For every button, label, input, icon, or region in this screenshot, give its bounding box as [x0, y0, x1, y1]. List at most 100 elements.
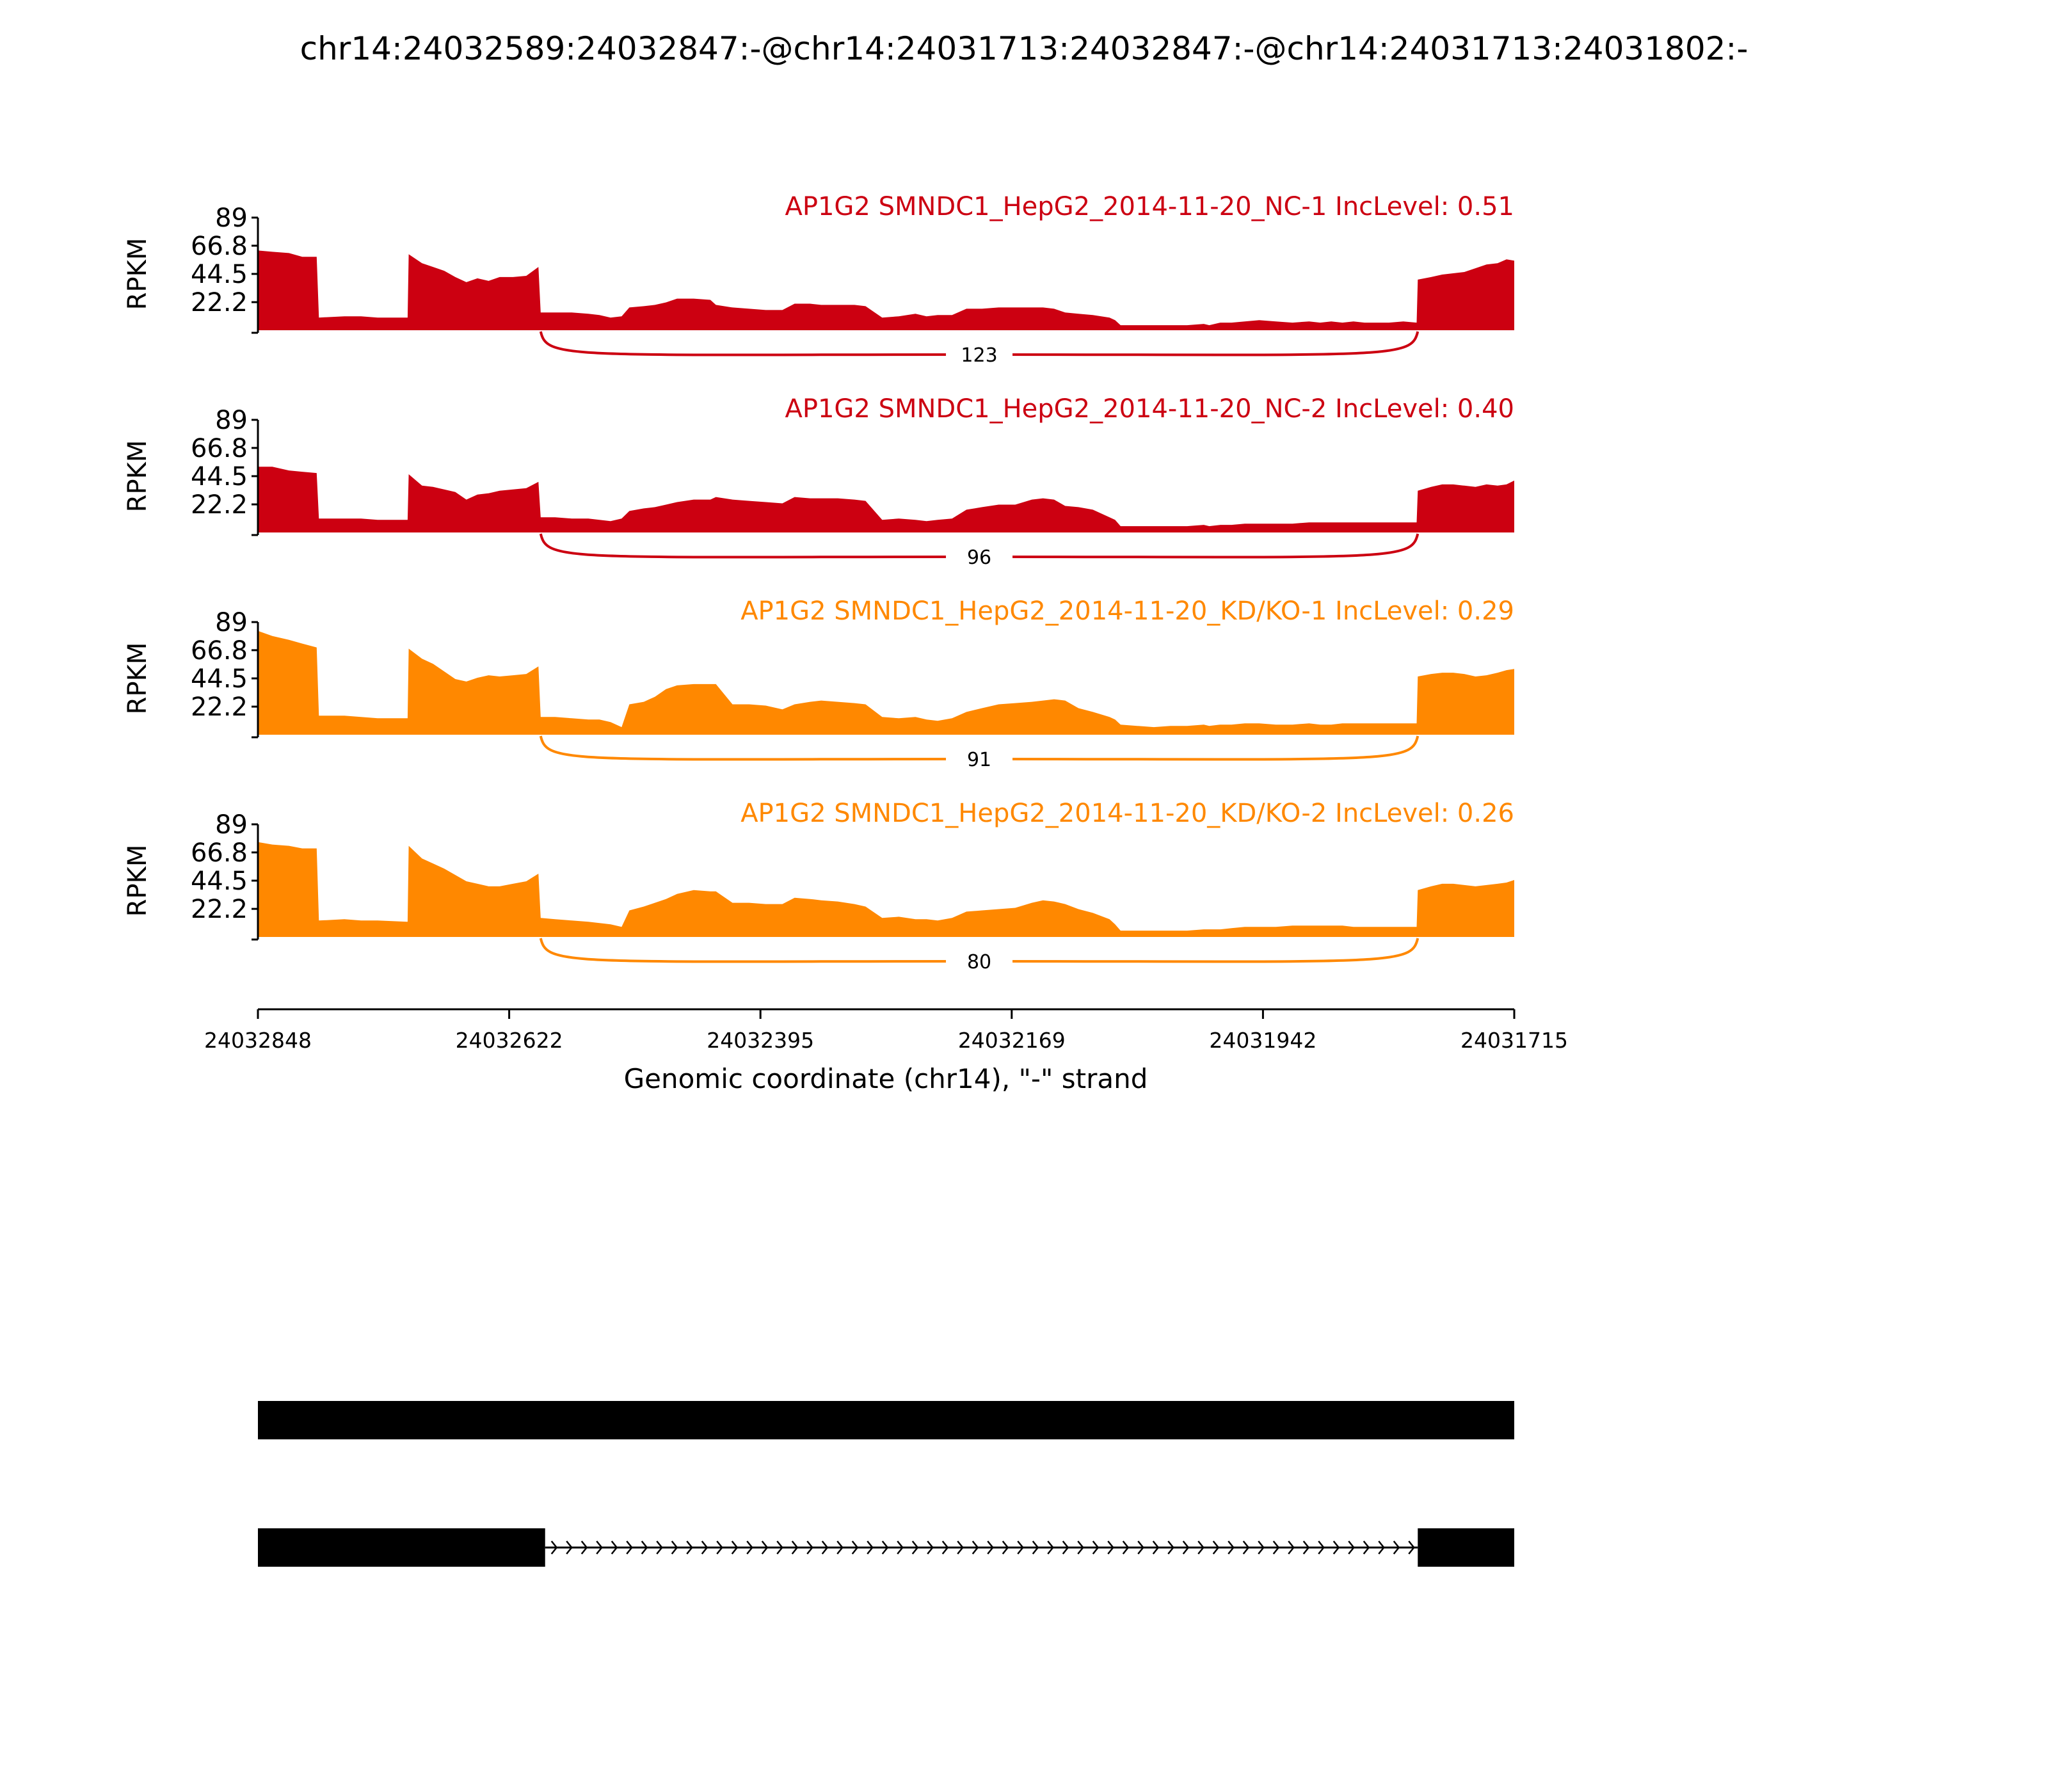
- junction-count-box: [946, 342, 1013, 367]
- y-tick-label: 66.8: [191, 838, 248, 868]
- strand-arrow: [596, 1540, 603, 1555]
- strand-arrow: [701, 1540, 708, 1555]
- x-axis-label: Genomic coordinate (chr14), "-" strand: [624, 1063, 1148, 1094]
- coverage-area: [258, 630, 1514, 735]
- strand-arrow: [656, 1540, 663, 1555]
- junction-count-box: [946, 746, 1013, 772]
- exon-block: [1418, 1528, 1514, 1567]
- strand-arrow: [1047, 1540, 1054, 1555]
- strand-arrow: [1122, 1540, 1130, 1555]
- y-axis-label: RPKM: [123, 845, 152, 917]
- y-tick-label: 66.8: [191, 636, 248, 666]
- strand-arrow: [1197, 1540, 1204, 1555]
- strand-arrow: [1332, 1540, 1340, 1555]
- junction-count: 123: [961, 344, 997, 367]
- strand-arrow: [686, 1540, 693, 1555]
- coverage-track: 22.244.566.889 RPKM AP1G2 SMNDC1_HepG2_201…: [123, 192, 1514, 367]
- strand-arrow: [716, 1540, 723, 1555]
- plot-title: chr14:24032589:24032847:-@chr14:24031713…: [300, 30, 1748, 67]
- strand-arrow: [580, 1540, 588, 1555]
- strand-arrow: [1107, 1540, 1114, 1555]
- strand-arrow: [1348, 1540, 1355, 1555]
- strand-arrow: [1302, 1540, 1310, 1555]
- strand-arrow: [806, 1540, 813, 1555]
- strand-arrow: [791, 1540, 799, 1555]
- strand-arrow: [1152, 1540, 1160, 1555]
- strand-arrow: [836, 1540, 844, 1555]
- y-tick-label: 44.5: [191, 867, 248, 896]
- exon-block: [258, 1528, 545, 1567]
- strand-arrow: [1002, 1540, 1009, 1555]
- strand-arrow: [941, 1540, 949, 1555]
- y-tick-label: 22.2: [191, 490, 248, 520]
- strand-arrow: [1242, 1540, 1250, 1555]
- x-tick-label: 24032169: [958, 1028, 1066, 1053]
- y-tick-label: 89: [215, 810, 248, 840]
- strand-arrow: [641, 1540, 648, 1555]
- strand-arrow: [881, 1540, 889, 1555]
- strand-arrow: [550, 1540, 558, 1555]
- track-label: AP1G2 SMNDC1_HepG2_2014-11-20_NC-2 IncLe…: [785, 394, 1514, 424]
- strand-arrow: [867, 1540, 874, 1555]
- strand-arrow: [566, 1540, 573, 1555]
- coverage-track: 22.244.566.889 RPKM AP1G2 SMNDC1_HepG2_201…: [123, 394, 1514, 570]
- x-tick-label: 24031715: [1460, 1028, 1568, 1053]
- strand-arrow: [1318, 1540, 1325, 1555]
- x-tick-label: 24032395: [707, 1028, 814, 1053]
- junction-count: 96: [967, 547, 991, 569]
- strand-arrow: [897, 1540, 904, 1555]
- strand-arrow: [1182, 1540, 1190, 1555]
- y-tick-label: 89: [215, 204, 248, 233]
- strand-arrow: [1393, 1540, 1400, 1555]
- junction-count-box: [946, 948, 1013, 974]
- isoform: [258, 1401, 1514, 1439]
- strand-arrow: [1378, 1540, 1385, 1555]
- coverage-area: [258, 467, 1514, 532]
- isoform: [258, 1528, 1514, 1567]
- strand-arrow: [1363, 1540, 1370, 1555]
- coverage-area: [258, 842, 1514, 937]
- strand-arrow: [1288, 1540, 1295, 1555]
- y-tick-label: 22.2: [191, 692, 248, 722]
- strand-arrow: [1062, 1540, 1069, 1555]
- y-tick-label: 66.8: [191, 434, 248, 463]
- track-label: AP1G2 SMNDC1_HepG2_2014-11-20_KD/KO-1 In…: [740, 596, 1514, 626]
- strand-arrow: [1258, 1540, 1265, 1555]
- strand-arrow: [1272, 1540, 1280, 1555]
- strand-arrow: [821, 1540, 829, 1555]
- strand-arrow: [731, 1540, 739, 1555]
- coverage-area: [258, 250, 1514, 330]
- strand-arrow: [1077, 1540, 1084, 1555]
- strand-arrow: [957, 1540, 964, 1555]
- strand-arrow: [1212, 1540, 1220, 1555]
- junction-count-box: [946, 544, 1013, 570]
- track-label: AP1G2 SMNDC1_HepG2_2014-11-20_NC-1 IncLe…: [785, 192, 1514, 221]
- x-tick-label: 24032848: [204, 1028, 312, 1053]
- strand-arrow: [1032, 1540, 1039, 1555]
- strand-arrow: [1228, 1540, 1235, 1555]
- x-ticks: 24032848 24032622 24032395 24032169 24031942…: [204, 1009, 1568, 1053]
- coverage-track: 22.244.566.889 RPKM AP1G2 SMNDC1_HepG2_201…: [123, 799, 1514, 974]
- junction-count: 80: [967, 951, 991, 973]
- y-axis-label: RPKM: [123, 440, 152, 513]
- strand-arrow: [1017, 1540, 1024, 1555]
- strand-arrow: [611, 1540, 618, 1555]
- strand-arrow: [1408, 1540, 1415, 1555]
- strand-arrow: [927, 1540, 934, 1555]
- strand-arrow: [851, 1540, 859, 1555]
- strand-arrow: [626, 1540, 633, 1555]
- y-tick-label: 89: [215, 608, 248, 637]
- y-axis-label: RPKM: [123, 643, 152, 715]
- y-tick-label: 22.2: [191, 288, 248, 317]
- strand-arrow: [1092, 1540, 1100, 1555]
- junction-count: 91: [967, 749, 991, 771]
- coverage-track: 22.244.566.889 RPKM AP1G2 SMNDC1_HepG2_201…: [123, 596, 1514, 772]
- strand-arrow: [987, 1540, 994, 1555]
- strand-arrow: [1137, 1540, 1144, 1555]
- strand-arrow: [972, 1540, 979, 1555]
- gene-model: [258, 1401, 1514, 1567]
- y-tick-label: 44.5: [191, 260, 248, 289]
- strand-arrow: [1167, 1540, 1174, 1555]
